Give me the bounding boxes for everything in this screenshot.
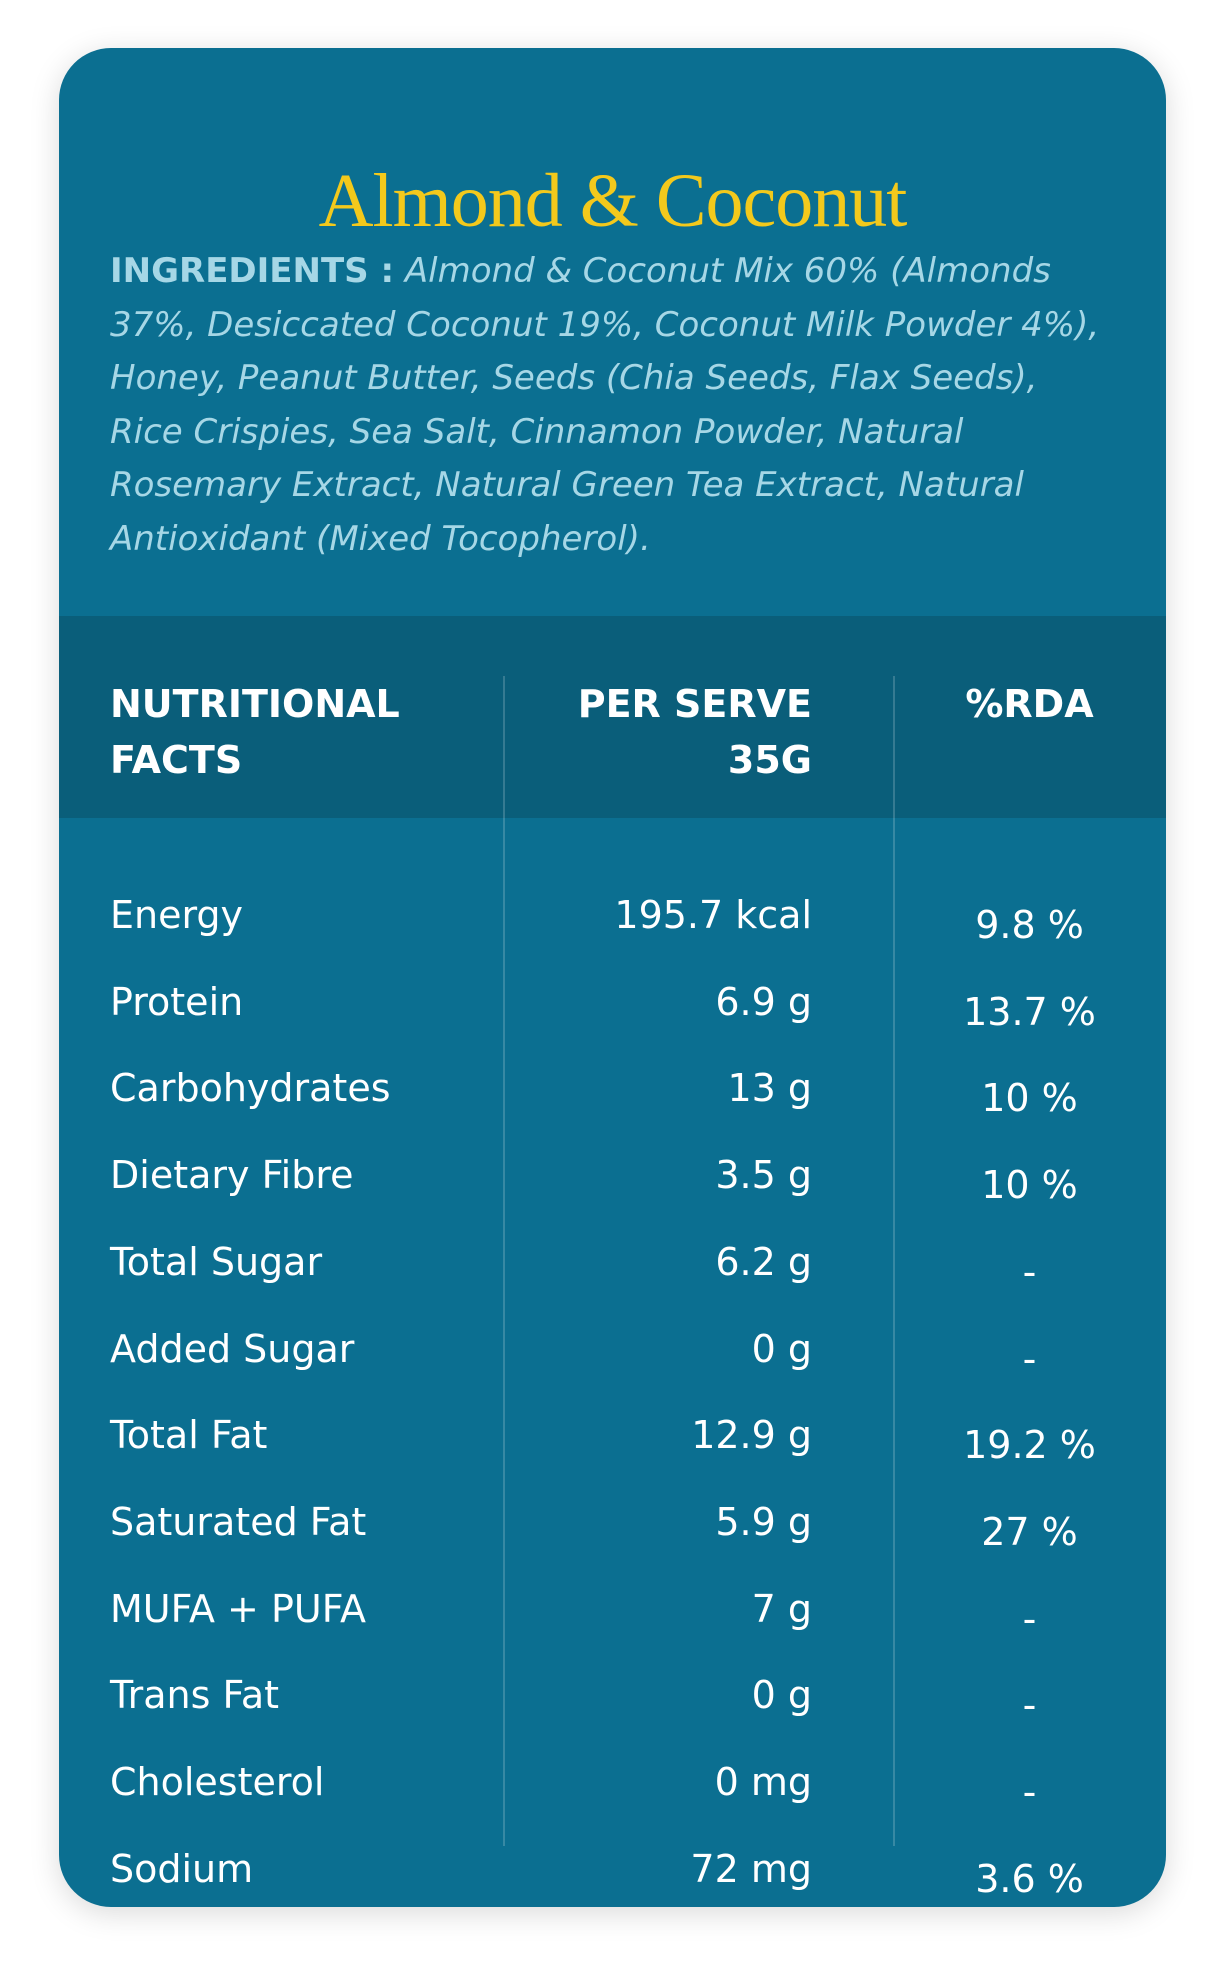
rda: 27 % (981, 1509, 1078, 1554)
rda: - (1022, 1683, 1037, 1728)
per-serve: 3.5 g (715, 1153, 812, 1198)
ingredients-label: INGREDIENTS : (110, 251, 395, 291)
per-serve: 6.2 g (715, 1239, 812, 1284)
per-serve: 6.9 g (715, 979, 812, 1024)
header-line: 35G (727, 738, 812, 782)
per-serve: 195.7 kcal (614, 893, 812, 937)
nutrient-name: Sodium (110, 1846, 254, 1891)
nutrient-name: Added Sugar (110, 1326, 355, 1371)
column-divider (503, 676, 505, 1846)
header-cell: %RDA (893, 676, 1166, 732)
rda: 10 % (981, 1163, 1078, 1208)
per-serve: 5.9 g (715, 1499, 812, 1544)
nutrient-name: Total Sugar (110, 1239, 323, 1284)
header-line: PER SERVE (577, 682, 812, 726)
rda: 9.8 % (975, 903, 1084, 947)
nutrient-name: Dietary Fibre (110, 1153, 354, 1198)
header-cell: PER SERVE 35G (578, 676, 812, 788)
nutrient-name: Cholesterol (110, 1760, 325, 1804)
title: Almond & Coconut (318, 159, 908, 243)
nutrient-name: Total Fat (110, 1413, 268, 1458)
header-line: NUTRITIONAL (110, 682, 400, 726)
per-serve: 72 mg (690, 1846, 812, 1891)
nutrient-name: MUFA + PUFA (110, 1586, 367, 1631)
per-serve: 13 g (727, 1066, 812, 1111)
rda: 10 % (981, 1076, 1078, 1121)
rda: - (1022, 1596, 1037, 1641)
nutrient-name: Saturated Fat (110, 1499, 367, 1544)
per-serve: 12.9 g (691, 1413, 812, 1458)
rda: 13.7 % (963, 989, 1096, 1034)
rda: 3.6 % (975, 1856, 1084, 1901)
rda: 19.2 % (963, 1423, 1096, 1468)
card: Almond & Coconut INGREDIENTS : Almond & … (59, 48, 1166, 1907)
nutrient-name: Energy (110, 893, 244, 937)
header-line: FACTS (110, 738, 243, 782)
header-line: %RDA (965, 682, 1094, 726)
nutrient-name: Carbohydrates (110, 1066, 391, 1111)
nutrient-name: Protein (110, 979, 244, 1024)
rda: - (1022, 1249, 1037, 1294)
rda: - (1022, 1336, 1037, 1381)
table-header (59, 616, 1166, 818)
column-divider (893, 676, 895, 1846)
nutrient-name: Trans Fat (110, 1673, 280, 1718)
per-serve: 7 g (751, 1586, 812, 1631)
rda: - (1022, 1770, 1037, 1814)
per-serve: 0 g (751, 1326, 812, 1371)
per-serve: 0 g (751, 1673, 812, 1718)
ingredients: INGREDIENTS : Almond & Coconut Mix 60% (… (110, 245, 1120, 566)
header-cell: NUTRITIONAL FACTS (110, 676, 400, 788)
per-serve: 0 mg (714, 1760, 812, 1804)
ingredients-text: Almond & Coconut Mix 60% (Almonds 37%, D… (110, 251, 1100, 559)
